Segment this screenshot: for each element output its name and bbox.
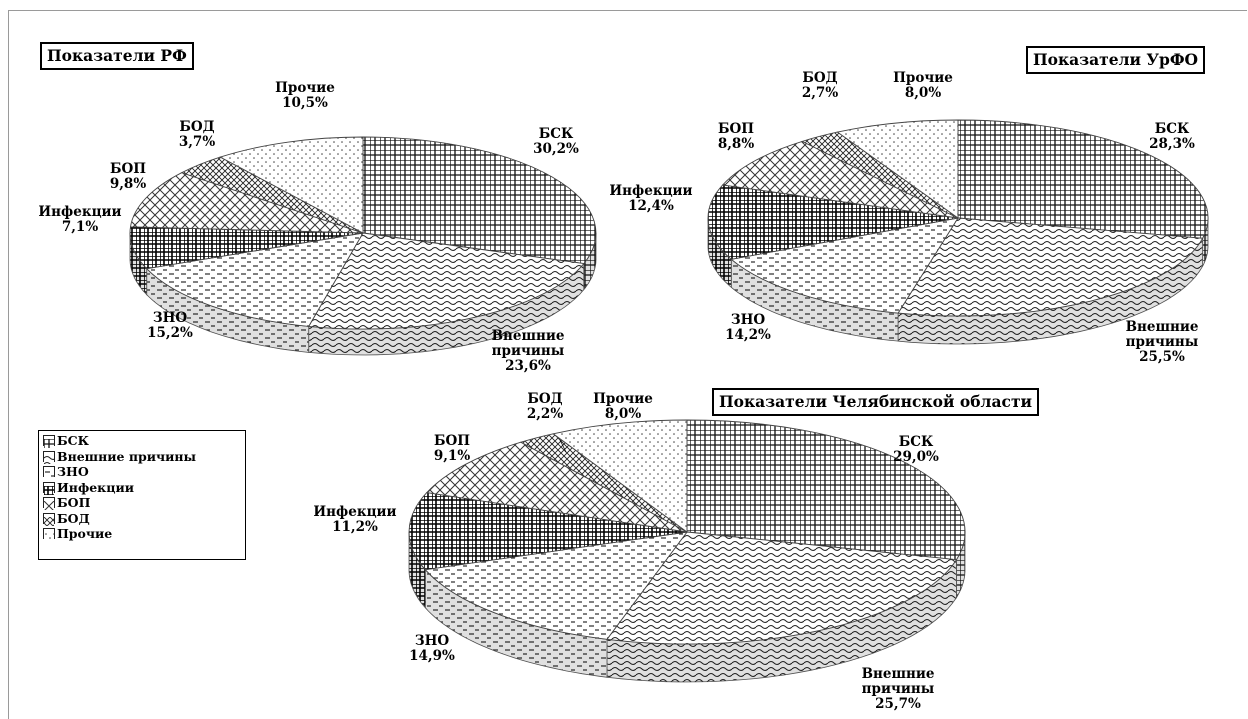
slice-label-6: Прочие 10,5% [275, 80, 335, 111]
pie-slice-1 [606, 531, 958, 645]
legend-item-bsk: БСК [43, 433, 245, 449]
pie-side-shade-1 [607, 559, 957, 682]
pie-chart-rf: БСК 30,2% Внешние причины 23,6% ЗНО 15,2% Инфек… [38, 80, 597, 374]
slice-label-5: БОД 3,7% [179, 119, 215, 150]
legend-item-bod: БОД [43, 511, 245, 527]
pie-slice-1 [897, 217, 1204, 317]
pie-side-shade-3 [409, 532, 426, 608]
slice-label-0: БСК 29,0% [893, 434, 939, 465]
pie-side-shade-0 [956, 532, 965, 598]
slice-label-4: БОП 9,8% [110, 161, 146, 192]
figure-frame [8, 10, 1247, 719]
leader-line-bod [559, 439, 567, 453]
legend-swatch-external [43, 450, 55, 464]
pie-side-shade-2 [146, 268, 309, 353]
pie-slice-3 [129, 226, 364, 270]
pie-side-shade-0 [1202, 218, 1208, 267]
pie-slice-0 [362, 136, 597, 265]
slice-label-1: Внешние причины 25,7% [862, 666, 935, 712]
pie-chart-urfo: БСК 28,3% Внешние причины 25,5% ЗНО 14,2% Инфек… [609, 70, 1209, 365]
pie-slice-6 [836, 119, 959, 219]
pie-slice-2 [424, 531, 689, 640]
pie-side-shade-3 [708, 218, 732, 288]
legend-swatch-zno [43, 466, 55, 480]
pie-slice-6 [219, 136, 364, 234]
pie-side-shade-2 [425, 569, 607, 678]
chart-title-urfo: Показатели УрФО [1026, 46, 1206, 74]
pie-side-shade-2 [731, 259, 899, 342]
legend-swatch-infections [43, 481, 55, 495]
pie-slice-2 [145, 232, 364, 327]
slice-label-6: Прочие 8,0% [593, 391, 653, 422]
legend-swatch-other [43, 528, 55, 542]
pie-side-shade-3 [130, 233, 147, 295]
slice-label-5: БОД 2,2% [527, 391, 563, 422]
slice-label-0: БСК 28,3% [1149, 121, 1195, 152]
slice-label-4: БОП 9,1% [434, 433, 470, 464]
pie-slice-4 [425, 441, 688, 533]
slice-label-3: Инфекции 11,2% [313, 504, 396, 535]
legend-item-zno: ЗНО [43, 464, 245, 480]
legend-swatch-bsk [43, 435, 55, 449]
pie-slice-3 [408, 492, 688, 571]
legend: БСК Внешние причины ЗНО Инфекции БОП БОД… [38, 430, 246, 560]
pie-chart-chelyabinsk: БСК 29,0% Внешние причины 25,7% ЗНО 14,9% Инфек… [313, 391, 966, 712]
slice-label-5: БОД 2,7% [802, 70, 838, 101]
pie-slice-1 [307, 232, 585, 330]
slice-label-2: ЗНО 14,2% [725, 312, 771, 343]
slice-label-6: Прочие 8,0% [893, 70, 953, 101]
slice-label-3: Инфекции 7,1% [38, 204, 121, 235]
pie-slice-3 [707, 184, 959, 260]
chart-title-chelyabinsk: Показатели Челябинской области [712, 388, 1040, 416]
legend-item-external: Внешние причины [43, 449, 245, 465]
slice-label-1: Внешние причины 23,6% [492, 328, 565, 374]
pie-side-shade-1 [308, 263, 584, 355]
pie-slice-6 [552, 419, 688, 533]
slice-label-0: БСК 30,2% [533, 126, 579, 157]
pie-slice-2 [730, 217, 959, 314]
pie-side-shade-0 [583, 233, 596, 290]
legend-item-other: Прочие [43, 526, 245, 542]
pie-side-shade-1 [898, 238, 1203, 344]
slice-label-2: ЗНО 15,2% [147, 310, 193, 341]
slice-label-1: Внешние причины 25,5% [1126, 319, 1199, 365]
pie-slice-0 [686, 419, 966, 561]
legend-swatch-bod [43, 512, 55, 526]
slice-label-3: Инфекции 12,4% [609, 183, 692, 214]
slice-label-4: БОП 8,8% [718, 121, 754, 152]
pie-slice-4 [129, 172, 364, 234]
slice-label-2: ЗНО 14,9% [409, 633, 455, 664]
legend-item-bop: БОП [43, 495, 245, 511]
legend-item-infections: Инфекции [43, 480, 245, 496]
chart-title-rf: Показатели РФ [40, 42, 194, 70]
pie-slice-0 [957, 119, 1209, 239]
legend-swatch-bop [43, 497, 55, 511]
pie-slice-4 [721, 140, 959, 219]
